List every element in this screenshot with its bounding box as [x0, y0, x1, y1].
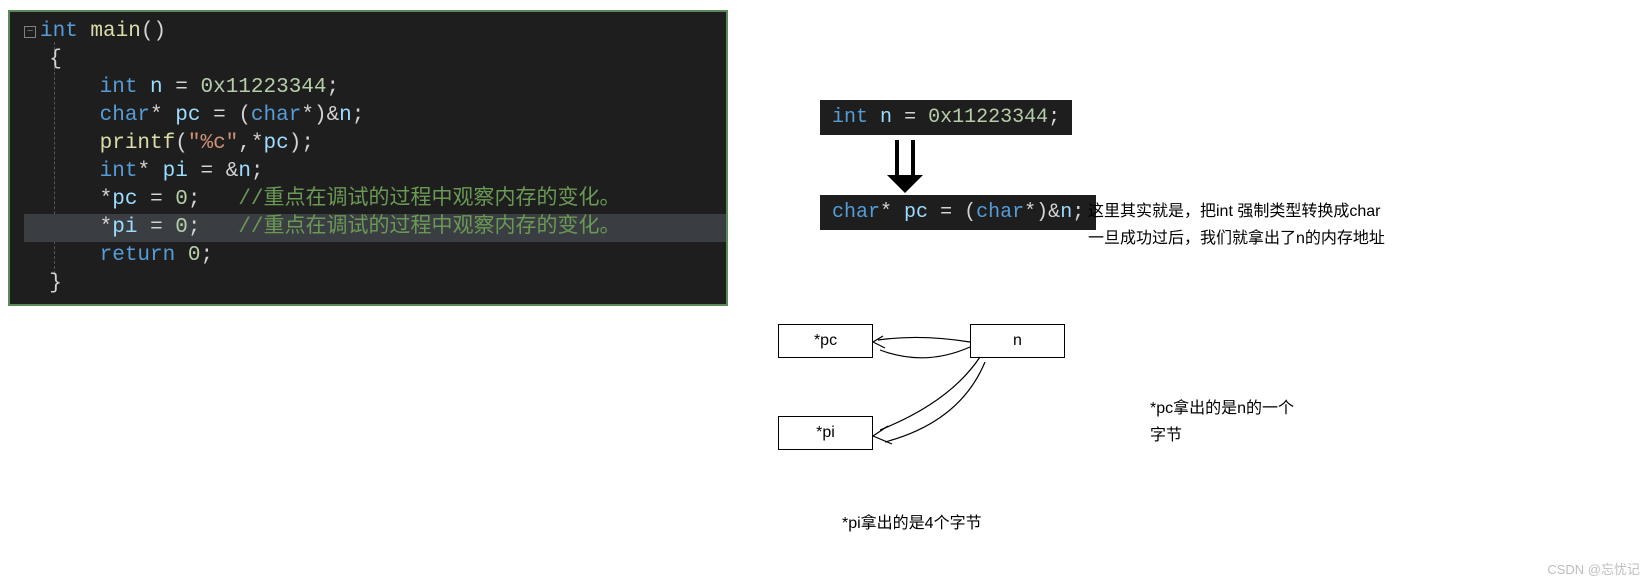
arrow-down-icon: [885, 135, 945, 195]
diagram-box-pc: *pc: [778, 324, 873, 358]
func-main: main: [90, 20, 140, 43]
code-line-1: −int main(): [24, 18, 726, 46]
note1-line2: 一旦成功过后，我们就拿出了n的内存地址: [1088, 225, 1448, 252]
diagram-box-pi: *pi: [778, 416, 873, 450]
note-cast-explanation: 这里其实就是，把int 强制类型转换成char 一旦成功过后，我们就拿出了n的内…: [1088, 198, 1448, 252]
note2-line2: 字节: [1150, 422, 1380, 449]
note2-line1: *pc拿出的是n的一个: [1150, 395, 1380, 422]
code-line-10: }: [24, 270, 726, 298]
keyword-int: int: [40, 20, 78, 43]
code-editor: −int main() { int n = 0x11223344; char* …: [8, 10, 728, 306]
code-line-9: return 0;: [24, 242, 726, 270]
note-pc-byte: *pc拿出的是n的一个 字节: [1150, 395, 1380, 449]
snippet-char-pc: char* pc = (char*)&n;: [820, 195, 1096, 230]
fold-icon[interactable]: −: [24, 26, 36, 38]
note1-line1: 这里其实就是，把int 强制类型转换成char: [1088, 198, 1448, 225]
code-line-3: int n = 0x11223344;: [24, 74, 726, 102]
code-line-2: {: [24, 46, 726, 74]
code-line-8-highlighted: *pi = 0; //重点在调试的过程中观察内存的变化。: [24, 214, 726, 242]
snippet-int-n: int n = 0x11223344;: [820, 100, 1072, 135]
code-line-7: *pc = 0; //重点在调试的过程中观察内存的变化。: [24, 186, 726, 214]
code-line-6: int* pi = &n;: [24, 158, 726, 186]
watermark: CSDN @忘忧记: [1547, 559, 1640, 578]
note-pi-bytes: *pi拿出的是4个字节: [842, 510, 982, 537]
code-line-5: printf("%c",*pc);: [24, 130, 726, 158]
diagram-box-n: n: [970, 324, 1065, 358]
code-line-4: char* pc = (char*)&n;: [24, 102, 726, 130]
